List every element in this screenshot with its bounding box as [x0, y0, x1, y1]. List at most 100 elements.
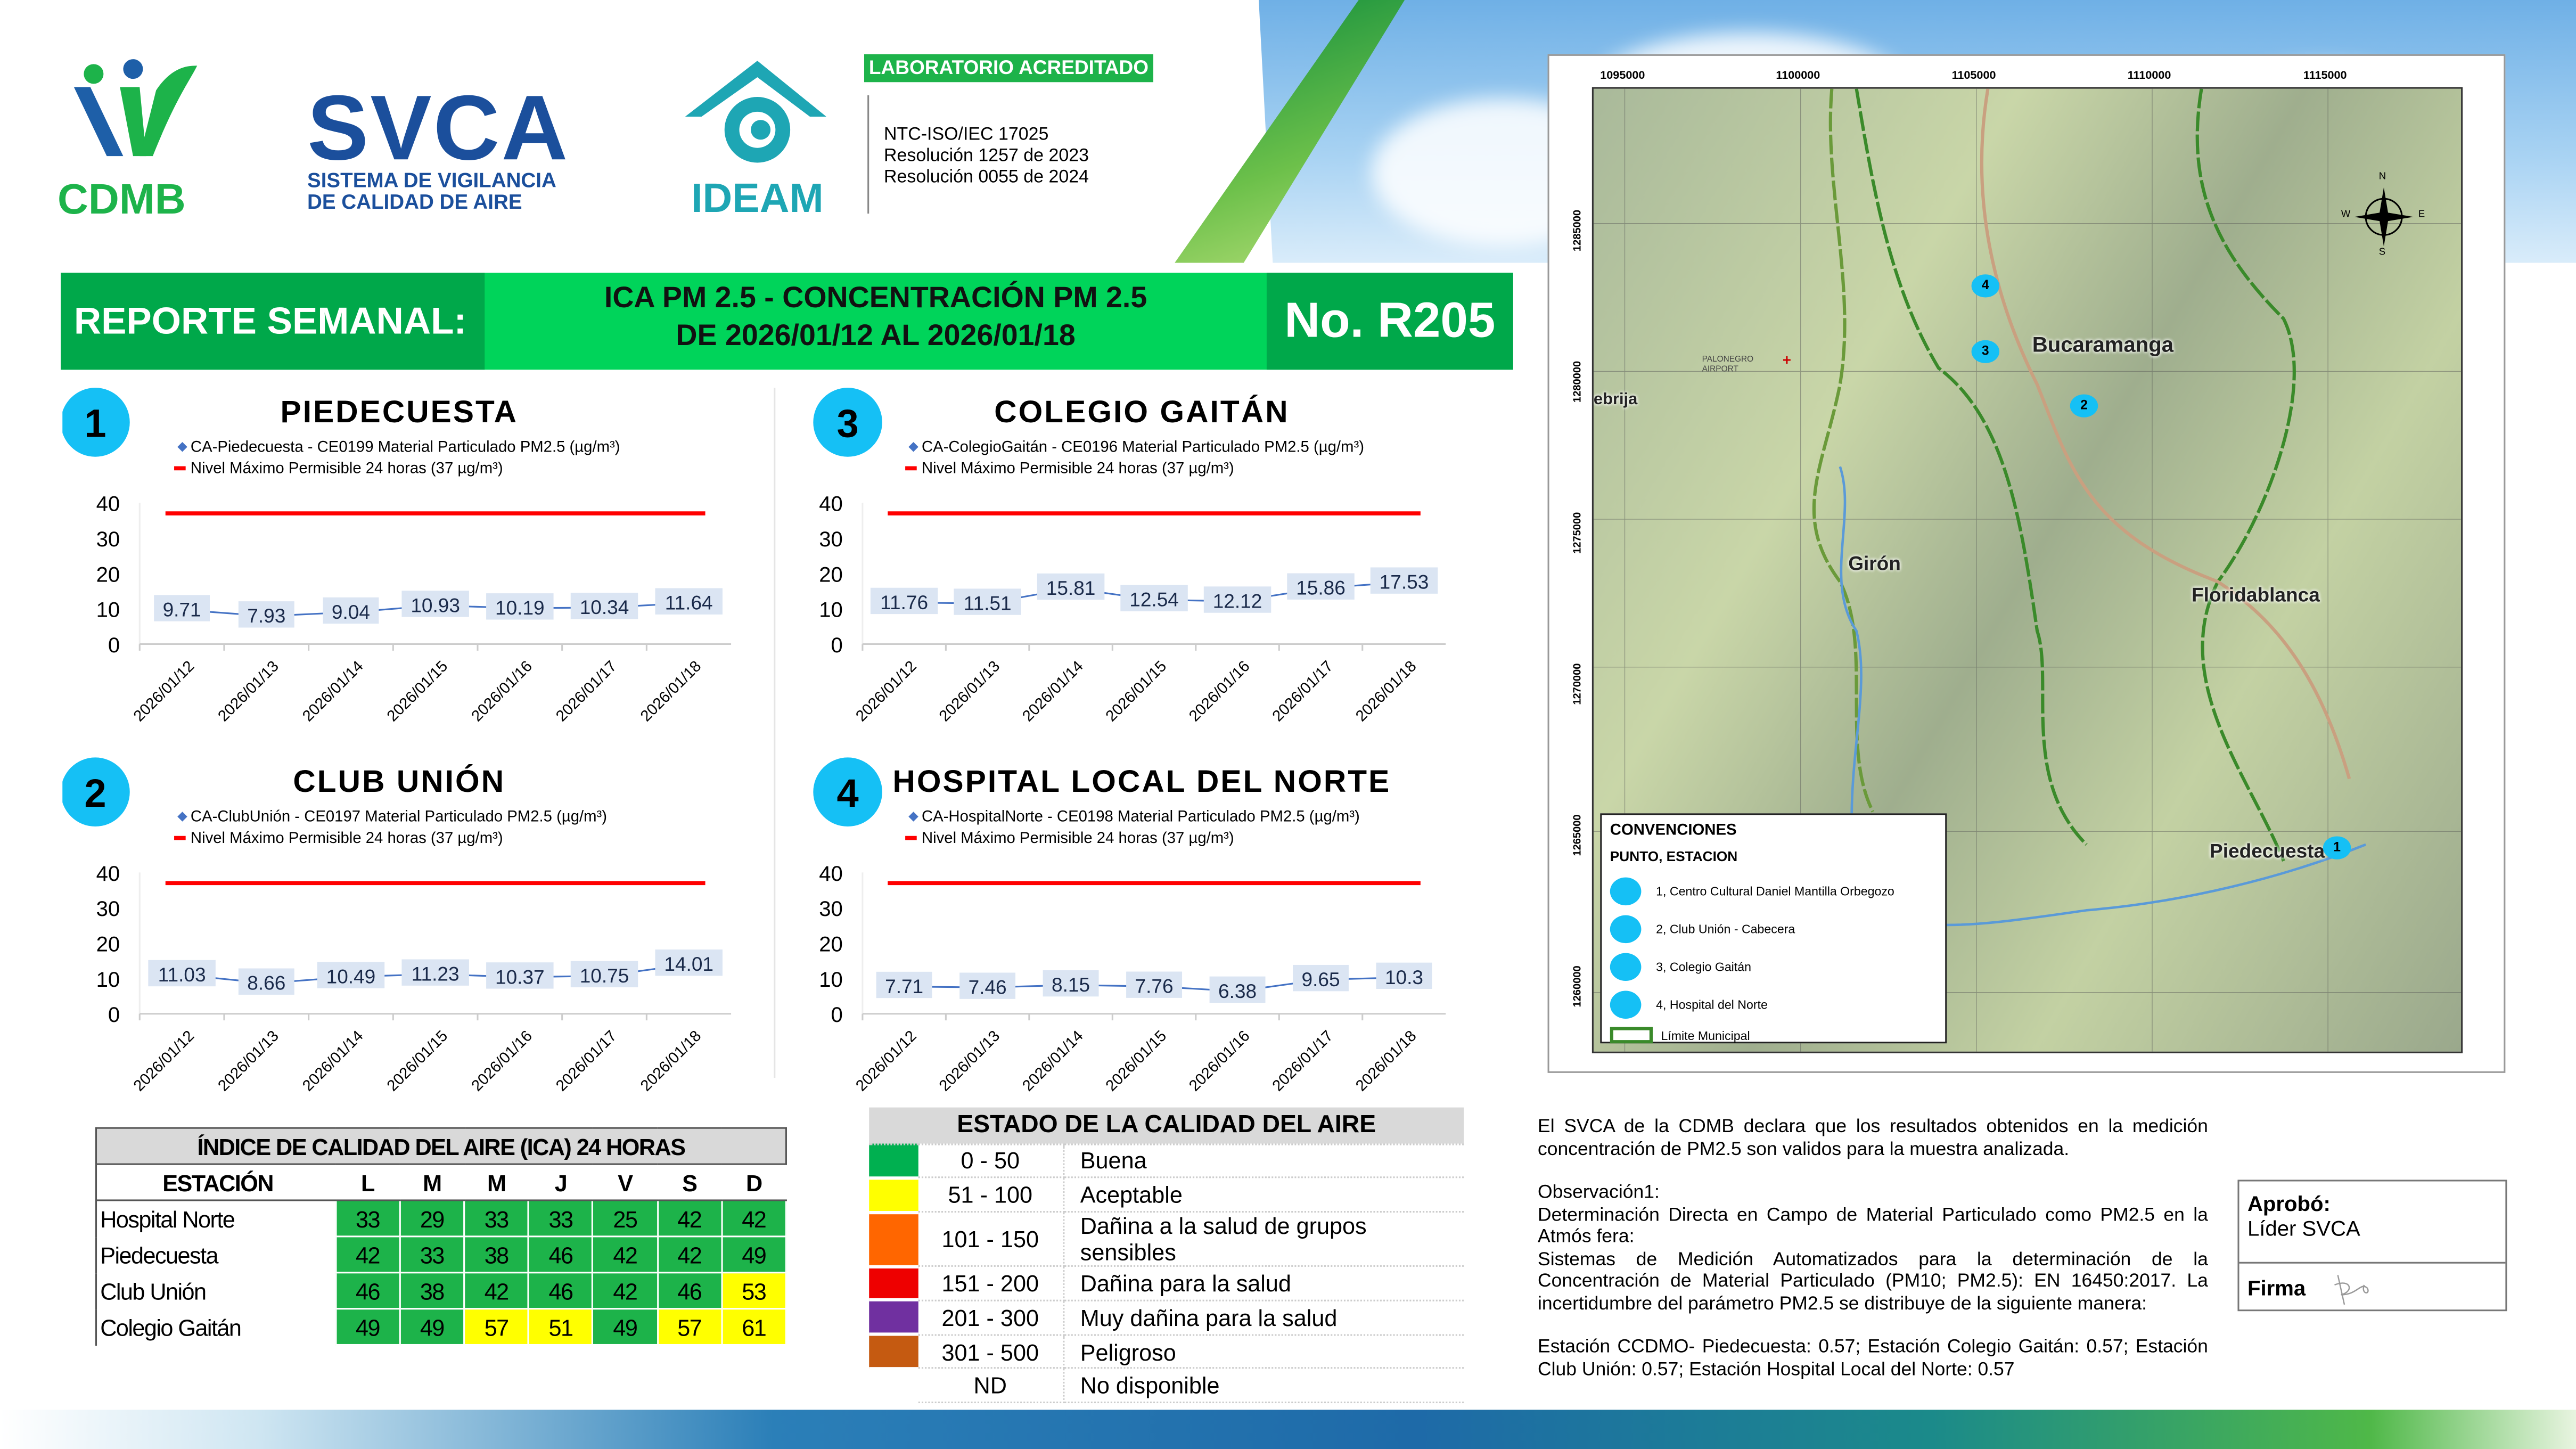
data-label-box	[1126, 971, 1183, 998]
station-name: Hospital Norte	[95, 1200, 336, 1237]
y-tick-label: 40	[96, 493, 120, 516]
y-tick-label: 10	[96, 599, 120, 622]
data-label-box	[570, 961, 638, 988]
ica-range: 0 - 50	[918, 1143, 1064, 1179]
map-legend-title: CONVENCIONES	[1610, 821, 1737, 840]
map-y-coordinate: 1285000	[1572, 209, 1584, 252]
color-swatch	[869, 1300, 918, 1337]
map-legend-boundary: Límite Municipal	[1661, 1027, 1750, 1043]
ica-range: 201 - 300	[918, 1300, 1064, 1336]
y-tick-label: 40	[96, 862, 120, 886]
quality-label: Dañina a la salud de grupos sensibles	[1063, 1211, 1464, 1267]
data-label: 11.64	[665, 592, 713, 614]
data-label: 7.46	[969, 976, 1007, 998]
data-label-box	[1293, 964, 1349, 992]
station-number: 3	[837, 402, 859, 446]
ica-value-cell: 46	[528, 1272, 594, 1310]
x-tick-label: 2026/01/16	[1186, 657, 1253, 725]
data-label: 7.71	[885, 975, 923, 997]
data-label: 8.66	[247, 972, 285, 994]
day-column-header: S	[657, 1164, 722, 1201]
station-number: 2	[84, 771, 106, 815]
data-label: 17.53	[1380, 571, 1429, 593]
ica-table: ÍNDICE DE CALIDAD DEL AIRE (ICA) 24 HORA…	[95, 1127, 787, 1346]
x-tick-label: 2026/01/13	[215, 657, 282, 725]
color-swatch	[869, 1335, 918, 1371]
legend-limit-label: Nivel Máximo Permisible 24 horas (37 µg/…	[922, 829, 1234, 847]
data-label-box	[317, 962, 385, 988]
data-label-box	[486, 593, 554, 620]
map-y-coordinate: 1280000	[1572, 361, 1584, 403]
station-number-badge	[61, 388, 130, 457]
report-title: ICA PM 2.5 - CONCENTRACIÓN PM 2.5 DE 202…	[485, 280, 1267, 355]
x-tick-label: 2026/01/12	[852, 657, 920, 725]
legend-row: 101 - 150 Dañina a la salud de grupos sen…	[869, 1211, 1464, 1268]
data-label-box	[401, 591, 469, 617]
data-label: 7.76	[1135, 975, 1174, 997]
chart-title: PIEDECUESTA	[281, 395, 518, 429]
norm-item: Resolución 0055 de 2024	[883, 167, 1089, 187]
map-legend-item-label: 3, Colegio Gaitán	[1656, 959, 1751, 975]
ica-value-cell: 61	[720, 1308, 787, 1346]
map-x-coordinate: 1105000	[1951, 70, 1996, 83]
quality-label: Buena	[1063, 1143, 1464, 1179]
data-label: 10.19	[495, 596, 545, 619]
data-label-box	[1203, 586, 1271, 613]
compass-s: S	[2378, 248, 2386, 258]
day-column-header: M	[399, 1164, 464, 1201]
ica-value-cell: 49	[720, 1235, 787, 1274]
y-tick-label: 20	[819, 563, 843, 586]
y-tick-label: 40	[819, 493, 843, 516]
data-label: 9.65	[1301, 968, 1340, 990]
norms-list: NTC-ISO/IEC 17025 Resolución 1257 de 202…	[867, 95, 1089, 214]
ica-value-cell: 38	[399, 1272, 465, 1310]
city-piedecuesta: Piedecuesta	[2209, 839, 2325, 863]
x-tick-label: 2026/01/15	[1102, 657, 1170, 725]
legend-series-marker	[908, 441, 918, 452]
chart-hospital-norte: 4 HOSPITAL LOCAL DEL NORTE CA-HospitalNort…	[789, 756, 1512, 1117]
ica-value-cell: 42	[720, 1199, 787, 1238]
ideam-logo: IDEAM	[678, 58, 836, 220]
ica-table-title: ÍNDICE DE CALIDAD DEL AIRE (ICA) 24 HORA…	[95, 1127, 787, 1165]
report-type-label: REPORTE SEMANAL:	[61, 273, 485, 370]
station-marker-1[interactable]: 1	[2323, 836, 2351, 859]
line-chart: 4 HOSPITAL LOCAL DEL NORTE CA-HospitalNort…	[813, 757, 1446, 1095]
compass-w: W	[2341, 210, 2351, 220]
y-tick-label: 20	[819, 933, 843, 956]
ica-value-cell: 49	[334, 1308, 401, 1346]
station-marker-2[interactable]: 2	[2070, 394, 2098, 417]
declaration-text: El SVCA de la CDMB declara que los resul…	[1538, 1117, 2208, 1159]
x-tick-label: 2026/01/16	[468, 657, 536, 725]
legend-row: ND No disponible	[869, 1369, 1464, 1405]
air-quality-legend-title: ESTADO DE LA CALIDAD DEL AIRE	[869, 1107, 1464, 1145]
station-marker-3[interactable]: 3	[1971, 340, 2000, 363]
data-label-box	[486, 962, 554, 989]
y-tick-label: 40	[819, 862, 843, 886]
chart-title: CLUB UNIÓN	[293, 764, 505, 799]
data-label: 10.3	[1385, 966, 1423, 988]
ica-row: Hospital Norte 33 29 33 33 25 42 42	[95, 1199, 787, 1238]
chart-club-union: 2 CLUB UNIÓN CA-ClubUnión - CE0197 Materia…	[61, 756, 785, 1117]
data-label-box	[655, 588, 723, 615]
y-tick-label: 10	[96, 968, 120, 992]
x-tick-label: 2026/01/18	[637, 1027, 704, 1095]
x-tick-label: 2026/01/17	[1269, 1027, 1336, 1095]
y-tick-label: 10	[819, 968, 843, 992]
y-tick-label: 0	[831, 634, 843, 657]
data-label-box	[1209, 976, 1266, 1003]
data-label-box	[1037, 573, 1105, 600]
approved-by-label: Aprobó:	[2247, 1191, 2331, 1216]
y-tick-label: 0	[108, 634, 120, 657]
observation-text-1: Determinación Directa en Campo de Materi…	[1538, 1205, 2208, 1247]
data-label-box	[876, 971, 932, 998]
station-dot-icon	[1610, 877, 1642, 906]
data-label-box	[954, 588, 1021, 615]
x-tick-label: 2026/01/13	[936, 1027, 1003, 1095]
norm-item: NTC-ISO/IEC 17025	[883, 125, 1049, 145]
ica-row: Colegio Gaitán 49 49 57 51 49 57 61	[95, 1308, 787, 1346]
x-tick-label: 2026/01/15	[383, 1027, 451, 1095]
ica-value-cell: 42	[592, 1272, 658, 1310]
x-tick-label: 2026/01/15	[383, 657, 451, 725]
station-marker-4[interactable]: 4	[1971, 274, 2000, 298]
ica-value-cell: 38	[463, 1235, 530, 1274]
